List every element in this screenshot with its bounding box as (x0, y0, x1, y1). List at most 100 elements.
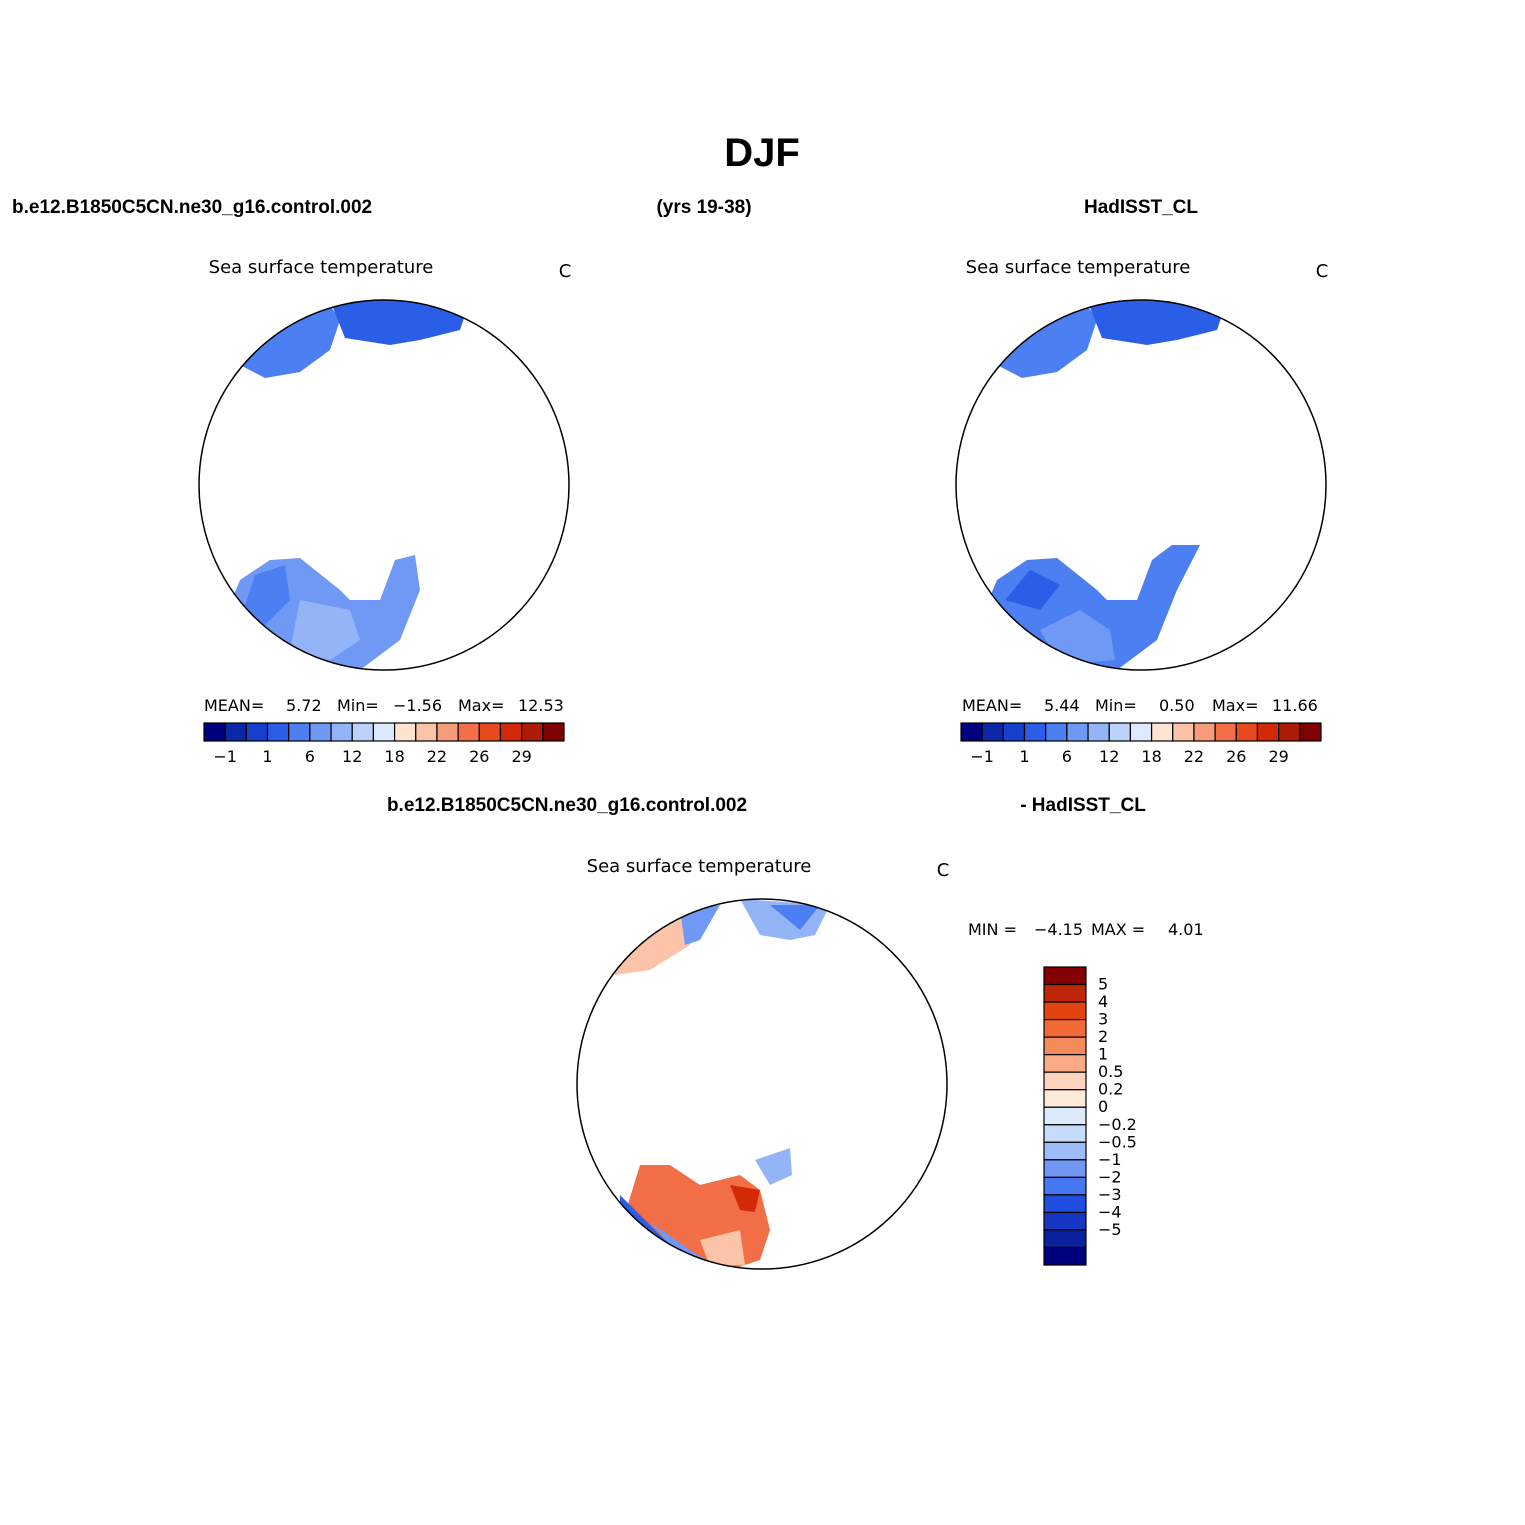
colorbar-obs: −1 1 6 12 18 22 26 29 (960, 722, 1322, 766)
colorbar-box (1066, 722, 1089, 742)
colorbar-label: −2 (1098, 1167, 1122, 1186)
colorbar-box (1023, 722, 1047, 742)
colorbar-label: 3 (1098, 1010, 1108, 1029)
colorbar-label: −1 (213, 747, 237, 766)
colorbar-label: 0.2 (1098, 1080, 1123, 1099)
colorbar-box (1043, 1054, 1087, 1073)
colorbar-label: 1 (262, 747, 272, 766)
colorbar-label: −1 (970, 747, 994, 766)
colorbar-box (981, 722, 1004, 742)
colorbar-box (351, 722, 375, 742)
diff-header-obs: - HadISST_CL (1020, 795, 1146, 816)
colorbar-label: −5 (1098, 1220, 1122, 1239)
colorbar-label: 18 (384, 747, 404, 766)
panel-title: Sea surface temperature (966, 257, 1191, 278)
colorbar-box (1043, 966, 1087, 986)
panel-obs: Sea surface temperature C MEAN= 5.44 Min… (955, 257, 1328, 766)
panel-diff: Sea surface temperature C MIN = −4.15 MA… (576, 856, 1204, 1270)
map-boundary (198, 299, 570, 671)
colorbar-label: 1 (1098, 1045, 1108, 1064)
header-years: (yrs 19-38) (656, 197, 751, 218)
panel-units: C (937, 860, 950, 881)
colorbar-box (1235, 722, 1259, 742)
colorbar-box (1043, 1089, 1087, 1108)
colorbar-label: 22 (427, 747, 447, 766)
colorbar-box (1043, 1246, 1087, 1266)
colorbar-box (1002, 722, 1026, 742)
colorbar-label: 18 (1141, 747, 1161, 766)
colorbar-box (1150, 722, 1174, 742)
min-label: Min= (1095, 696, 1137, 715)
diff-header-case: b.e12.B1850C5CN.ne30_g16.control.002 (387, 795, 747, 816)
colorbar-box (521, 722, 544, 742)
colorbar-box (1043, 1176, 1087, 1196)
colorbar-label: −0.2 (1098, 1115, 1137, 1134)
colorbar-box (542, 722, 565, 742)
colorbar-label: 29 (1268, 747, 1288, 766)
mean-label: MEAN= (204, 696, 264, 715)
colorbar-label: 6 (305, 747, 315, 766)
colorbar-label: 4 (1098, 992, 1108, 1011)
colorbar-box (1043, 1229, 1087, 1249)
colorbar-label: −1 (1098, 1150, 1122, 1169)
max-label: Max= (1212, 696, 1258, 715)
colorbar-box (1043, 1159, 1087, 1178)
panel-title: Sea surface temperature (587, 856, 812, 877)
colorbar-box (1043, 983, 1087, 1003)
colorbar-box (1043, 1194, 1087, 1214)
colorbar-box (1108, 722, 1132, 742)
colorbar-label: 0.5 (1098, 1062, 1123, 1081)
colorbar-box (1043, 1106, 1087, 1126)
colorbar-box (1043, 1124, 1087, 1143)
colorbar-label: 2 (1098, 1027, 1108, 1046)
colorbar-label: 12 (342, 747, 362, 766)
colorbar-label: −0.5 (1098, 1132, 1137, 1151)
max-value: 12.53 (518, 696, 564, 715)
map-boundary (955, 299, 1327, 671)
mean-value: 5.72 (286, 696, 322, 715)
colorbar-box (478, 722, 502, 742)
colorbar-box (266, 722, 290, 742)
colorbar-box (1172, 722, 1195, 742)
colorbar-label: 26 (1226, 747, 1246, 766)
colorbar-box (372, 722, 396, 742)
header-case: b.e12.B1850C5CN.ne30_g16.control.002 (12, 197, 372, 218)
max-label: Max= (458, 696, 504, 715)
colorbar-label: 12 (1099, 747, 1119, 766)
colorbar-box (224, 722, 247, 742)
map-obs (956, 300, 1326, 670)
colorbar-box (499, 722, 523, 742)
colorbar-box (288, 722, 311, 742)
colorbar-box (415, 722, 438, 742)
colorbar-box (1256, 722, 1280, 742)
min-label: MIN = (968, 920, 1017, 939)
colorbar-label: 1 (1019, 747, 1029, 766)
min-label: Min= (337, 696, 379, 715)
max-label: MAX = (1091, 920, 1145, 939)
colorbar-box (1043, 1036, 1087, 1056)
colorbar-box (330, 722, 353, 742)
colorbar-label: −3 (1098, 1185, 1122, 1204)
map-diff (577, 899, 947, 1269)
colorbar-label: 22 (1184, 747, 1204, 766)
max-value: 11.66 (1272, 696, 1318, 715)
map-model (199, 300, 569, 670)
colorbar-box (1087, 722, 1110, 742)
colorbar-box (203, 722, 226, 742)
panel-title: Sea surface temperature (209, 257, 434, 278)
colorbar-model: −1 1 6 12 18 22 26 29 (203, 722, 565, 766)
panel-units: C (559, 261, 572, 282)
figure-title: DJF (724, 131, 800, 175)
colorbar-box (309, 722, 332, 742)
colorbar-box (1214, 722, 1237, 742)
colorbar-box (1043, 1001, 1087, 1021)
colorbar-label: 6 (1062, 747, 1072, 766)
colorbar-box (245, 722, 269, 742)
colorbar-box (1043, 1018, 1087, 1038)
min-value: −4.15 (1034, 920, 1083, 939)
colorbar-box (1278, 722, 1301, 742)
min-value: 0.50 (1159, 696, 1195, 715)
mean-value: 5.44 (1044, 696, 1080, 715)
colorbar-label: −4 (1098, 1202, 1122, 1221)
colorbar-label: 26 (469, 747, 489, 766)
